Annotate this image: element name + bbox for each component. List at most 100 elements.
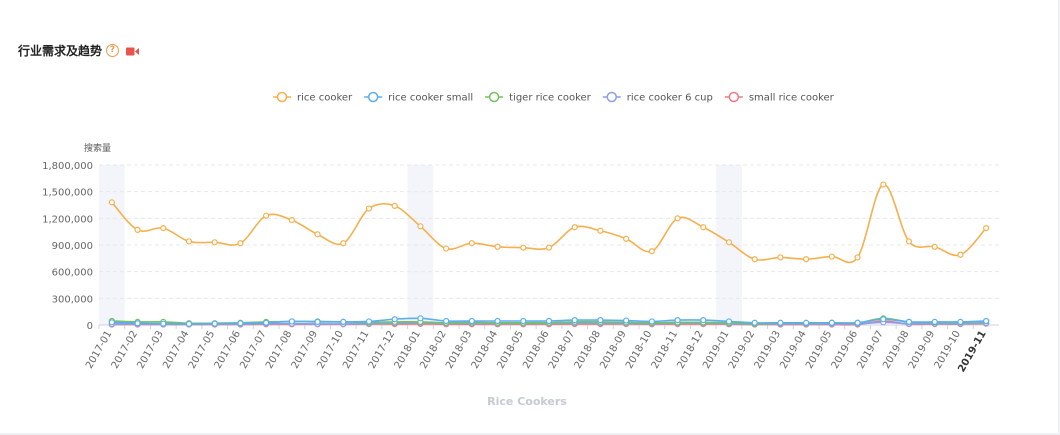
data-point-rice-cooker[interactable] <box>674 215 681 222</box>
legend-marker <box>367 91 379 103</box>
data-point-rice-cooker[interactable] <box>803 256 810 263</box>
data-point-rice-cooker[interactable] <box>957 251 964 258</box>
data-point-rice-cooker-small[interactable] <box>597 317 604 324</box>
data-point-rice-cooker[interactable] <box>108 199 115 206</box>
data-point-rice-cooker-small[interactable] <box>803 319 810 326</box>
data-point-rice-cooker[interactable] <box>263 212 270 219</box>
data-point-rice-cooker-small[interactable] <box>905 318 913 325</box>
data-point-rice-cooker-small[interactable] <box>340 318 347 325</box>
data-point-rice-cooker[interactable] <box>494 243 501 250</box>
data-point-rice-cooker-small[interactable] <box>828 319 835 326</box>
question-circle-icon[interactable]: ? <box>106 43 120 57</box>
data-point-rice-cooker-small[interactable] <box>957 318 964 325</box>
data-point-rice-cooker[interactable] <box>700 224 707 231</box>
data-point-rice-cooker-small[interactable] <box>983 317 990 325</box>
legend-label: rice cooker <box>297 93 353 104</box>
data-point-rice-cooker[interactable] <box>468 240 475 247</box>
data-point-rice-cooker-small[interactable] <box>700 317 707 324</box>
x-axis-title: Rice Cookers <box>487 395 567 408</box>
data-point-rice-cooker[interactable] <box>777 254 784 261</box>
legend-marker <box>728 91 740 103</box>
data-point-rice-cooker-small[interactable] <box>160 320 167 327</box>
data-point-rice-cooker[interactable] <box>905 238 913 245</box>
data-point-rice-cooker[interactable] <box>725 239 733 246</box>
data-point-rice-cooker-small[interactable] <box>880 316 887 323</box>
data-point-rice-cooker-small[interactable] <box>185 320 193 328</box>
data-point-rice-cooker-small[interactable] <box>391 316 398 323</box>
legend-item-small-rice-cooker[interactable]: small rice cooker <box>724 91 835 104</box>
y-tick-label: 1,200,000 <box>42 214 93 225</box>
y-tick-label: 900,000 <box>52 241 93 252</box>
y-axis-label: 搜索量 <box>84 142 111 154</box>
data-point-rice-cooker[interactable] <box>520 244 527 251</box>
data-point-rice-cooker[interactable] <box>340 240 347 247</box>
data-point-rice-cooker-small[interactable] <box>623 317 630 324</box>
section-header: 行业需求及趋势 ? <box>18 40 140 60</box>
legend-marker <box>606 91 618 103</box>
data-point-rice-cooker[interactable] <box>623 235 630 242</box>
data-point-rice-cooker-small[interactable] <box>288 318 295 325</box>
y-tick-label: 1,500,000 <box>42 188 93 199</box>
legend-item-rice-cooker[interactable]: rice cooker <box>273 91 353 104</box>
data-point-rice-cooker-small[interactable] <box>417 315 424 322</box>
data-point-rice-cooker[interactable] <box>134 226 141 233</box>
data-point-rice-cooker[interactable] <box>545 244 553 251</box>
data-point-rice-cooker-small[interactable] <box>468 317 475 325</box>
data-point-rice-cooker[interactable] <box>288 217 295 224</box>
data-point-rice-cooker[interactable] <box>185 238 193 245</box>
data-point-rice-cooker-small[interactable] <box>520 317 527 325</box>
y-tick-label: 1,800,000 <box>42 161 93 172</box>
card-bottom-border <box>0 433 1060 435</box>
section-title: 行业需求及趋势 <box>18 43 103 58</box>
data-point-rice-cooker-small[interactable] <box>263 319 270 326</box>
data-point-rice-cooker[interactable] <box>417 223 424 230</box>
y-tick-label: 300,000 <box>52 294 93 305</box>
data-point-rice-cooker-small[interactable] <box>854 319 861 326</box>
legend-label: small rice cooker <box>749 93 835 104</box>
data-point-rice-cooker[interactable] <box>571 224 578 231</box>
legend-marker <box>488 91 500 103</box>
data-point-rice-cooker-small[interactable] <box>751 319 758 326</box>
legend-marker <box>276 91 288 103</box>
legend-label: rice cooker small <box>388 93 473 104</box>
data-point-rice-cooker-small[interactable] <box>571 317 578 324</box>
data-point-rice-cooker-small[interactable] <box>545 317 553 325</box>
data-point-rice-cooker-small[interactable] <box>674 317 681 324</box>
data-point-rice-cooker[interactable] <box>880 181 887 188</box>
data-point-rice-cooker-small[interactable] <box>314 318 321 325</box>
data-point-rice-cooker[interactable] <box>160 225 167 232</box>
series-line-rice-cooker <box>111 183 987 264</box>
data-point-rice-cooker[interactable] <box>237 240 244 247</box>
card-right-border <box>1058 0 1060 435</box>
data-point-rice-cooker[interactable] <box>931 243 938 250</box>
data-point-rice-cooker[interactable] <box>648 248 655 255</box>
data-point-rice-cooker[interactable] <box>828 253 835 260</box>
data-point-rice-cooker[interactable] <box>314 231 321 238</box>
legend-label: rice cooker 6 cup <box>627 93 713 104</box>
data-point-rice-cooker[interactable] <box>597 227 604 234</box>
data-point-rice-cooker-small[interactable] <box>931 318 938 325</box>
data-point-rice-cooker[interactable] <box>854 254 861 261</box>
data-point-rice-cooker-small[interactable] <box>648 318 655 325</box>
data-point-rice-cooker-small[interactable] <box>134 320 141 327</box>
data-point-rice-cooker-small[interactable] <box>211 320 218 327</box>
data-point-rice-cooker-small[interactable] <box>494 317 501 325</box>
data-point-rice-cooker-small[interactable] <box>237 320 244 327</box>
data-point-rice-cooker-small[interactable] <box>443 317 450 325</box>
data-point-rice-cooker-small[interactable] <box>725 318 733 325</box>
data-point-rice-cooker[interactable] <box>751 256 758 263</box>
y-tick-label: 0 <box>87 321 93 332</box>
legend-item-rice-cooker-6-cup[interactable]: rice cooker 6 cup <box>602 91 713 104</box>
data-point-rice-cooker[interactable] <box>391 202 398 209</box>
legend-item-tiger-rice-cooker[interactable]: tiger rice cooker <box>485 91 592 104</box>
data-point-rice-cooker[interactable] <box>443 245 450 252</box>
data-point-rice-cooker[interactable] <box>983 225 990 232</box>
data-point-rice-cooker[interactable] <box>365 205 373 212</box>
data-point-rice-cooker-small[interactable] <box>777 319 784 326</box>
data-point-rice-cooker-small[interactable] <box>365 318 373 325</box>
video-camera-icon[interactable] <box>126 41 140 60</box>
data-point-rice-cooker[interactable] <box>211 239 218 246</box>
legend-item-rice-cooker-small[interactable]: rice cooker small <box>364 91 473 104</box>
data-point-rice-cooker-small[interactable] <box>108 319 115 326</box>
